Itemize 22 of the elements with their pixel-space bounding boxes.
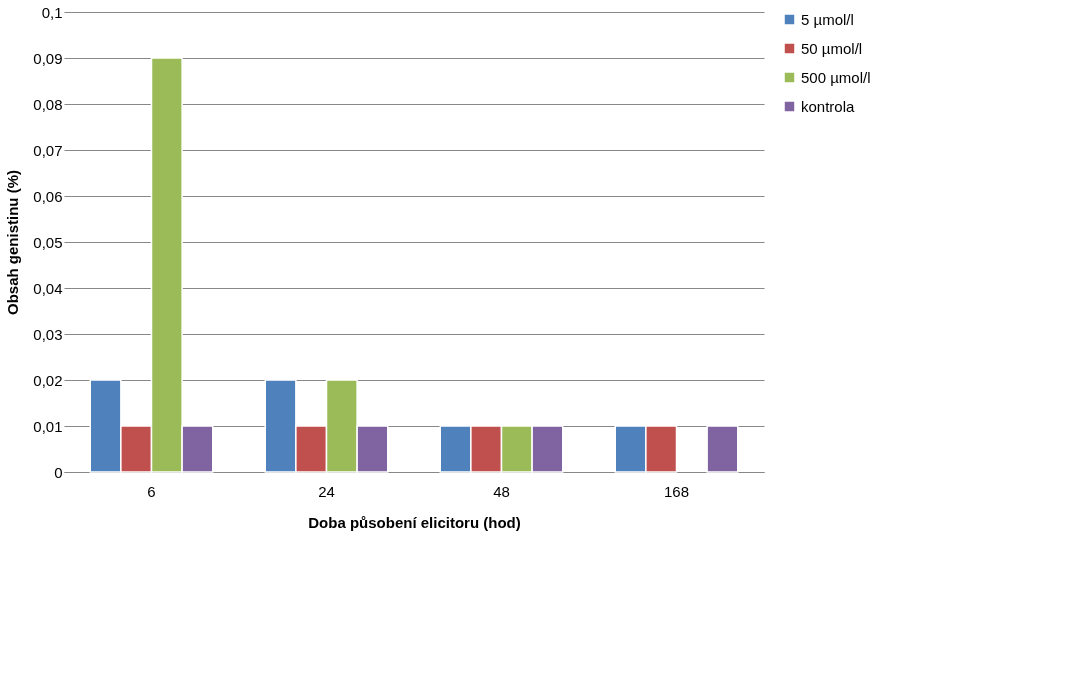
x-tick-label: 24 — [318, 482, 335, 500]
legend-label: kontrola — [801, 97, 856, 115]
legend-label: 5 µmol/l — [801, 10, 854, 28]
legend-label: 50 µmol/l — [801, 39, 863, 57]
y-tick-label: 0,04 — [33, 279, 63, 297]
bar — [706, 425, 739, 473]
y-tick-label: 0,06 — [33, 187, 63, 205]
y-tick-label: 0,03 — [33, 325, 63, 343]
x-tick-label: 168 — [663, 482, 690, 500]
y-tick-label: 0,09 — [33, 49, 63, 67]
y-tick-label: 0 — [54, 463, 63, 481]
y-tick-label: 0,05 — [33, 233, 63, 251]
y-tick-label: 0,08 — [33, 95, 63, 113]
y-tick-label: 0,07 — [33, 141, 63, 159]
x-tick-label: 48 — [493, 482, 510, 500]
y-tick-label: 0,01 — [33, 417, 63, 435]
y-axis-title: Obsah genistinu (%) — [4, 169, 22, 316]
y-tick-label: 0,02 — [33, 371, 63, 389]
x-axis-title: Doba působení elicitoru (hod) — [308, 513, 521, 531]
legend-label: 500 µmol/l — [801, 68, 871, 86]
y-tick-label: 0,1 — [41, 3, 63, 21]
x-tick-label: 6 — [147, 482, 156, 500]
